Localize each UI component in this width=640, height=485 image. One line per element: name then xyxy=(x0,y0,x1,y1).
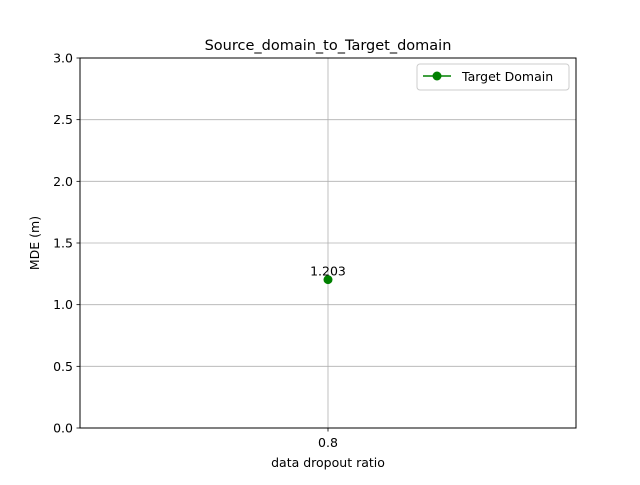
x-tick-label: 0.8 xyxy=(318,435,338,450)
data-label: 1.203 xyxy=(310,264,346,279)
y-tick-label: 1.0 xyxy=(53,297,73,312)
legend-label: Target Domain xyxy=(461,69,553,84)
y-tick-label: 2.5 xyxy=(53,112,73,127)
y-axis-label: MDE (m) xyxy=(27,216,42,270)
legend: Target Domain xyxy=(417,64,569,90)
y-tick-label: 0.5 xyxy=(53,359,73,374)
legend-marker-swatch xyxy=(433,72,442,81)
x-axis-label: data dropout ratio xyxy=(271,455,385,470)
chart-title: Source_domain_to_Target_domain xyxy=(205,38,452,54)
y-tick-label: 2.0 xyxy=(53,174,73,189)
y-tick-label: 3.0 xyxy=(53,51,73,66)
y-tick-label: 1.5 xyxy=(53,236,73,251)
y-tick-label: 0.0 xyxy=(53,421,73,436)
